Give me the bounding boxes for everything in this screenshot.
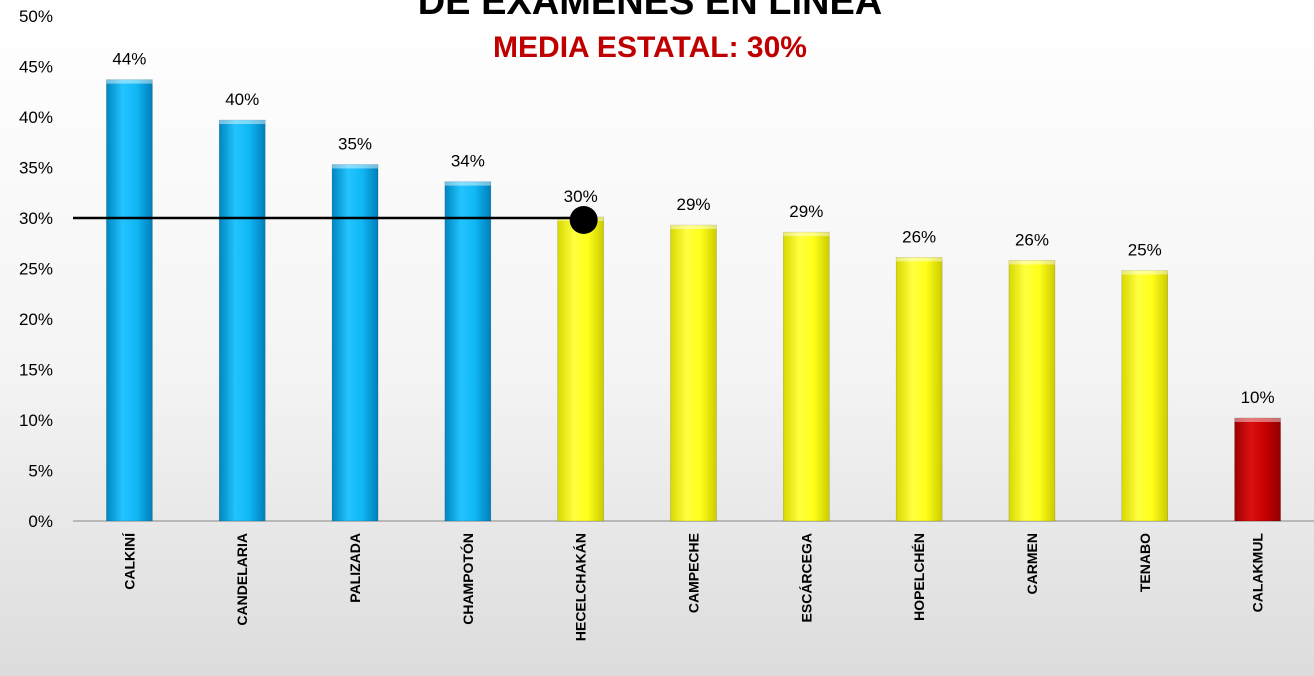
value-label: 44% <box>112 50 146 69</box>
value-label: 30% <box>564 187 598 206</box>
bar <box>670 224 717 522</box>
bar-highlight <box>896 257 943 262</box>
bar <box>1008 260 1056 522</box>
bar <box>557 216 604 522</box>
bar-highlight <box>1121 270 1168 275</box>
y-tick-label: 30% <box>19 209 53 228</box>
x-axis-category-labels: CALKINÍ CANDELARIA PALIZADA CHAMPOTÓN HECELC… <box>121 532 1265 641</box>
bar <box>331 164 379 522</box>
y-tick-label: 10% <box>19 411 53 430</box>
chart-title: DE EXÁMENES EN LÍNEA <box>418 0 883 23</box>
value-label: 29% <box>789 202 823 221</box>
x-tick-label: CANDELARIA <box>234 533 250 626</box>
bar-highlight <box>219 120 266 125</box>
bar <box>1121 270 1169 522</box>
y-tick-label: 15% <box>19 361 53 380</box>
state-average-reference <box>73 206 598 234</box>
value-label: 29% <box>676 195 710 214</box>
y-tick-label: 45% <box>19 58 53 77</box>
bar <box>895 257 943 522</box>
bar-highlight <box>106 79 153 84</box>
y-tick-label: 40% <box>19 108 53 127</box>
bar-series <box>106 79 1281 522</box>
bar-highlight <box>670 225 717 230</box>
value-label: 26% <box>1015 230 1049 249</box>
x-tick-label: HOPELCHÉN <box>911 533 927 621</box>
x-tick-label: CALKINÍ <box>121 532 137 590</box>
x-tick-label: TENABO <box>1137 533 1153 592</box>
value-label: 10% <box>1241 388 1275 407</box>
x-tick-label: ESCÁRCEGA <box>798 533 814 622</box>
bar-highlight <box>444 181 491 186</box>
bar <box>218 119 266 522</box>
bar <box>783 231 830 522</box>
y-axis-tick-labels: 0% 5% 10% 15% 20% 25% 30% 35% 40% 45% 50% <box>19 7 53 531</box>
y-tick-label: 25% <box>19 260 53 279</box>
x-tick-label: CALAKMUL <box>1250 533 1266 613</box>
x-tick-label: CAMPECHE <box>686 533 702 613</box>
average-marker <box>569 206 598 234</box>
y-tick-label: 35% <box>19 159 53 178</box>
value-label: 26% <box>902 227 936 246</box>
x-tick-label: CHAMPOTÓN <box>459 533 476 625</box>
value-labels: 44% 40% 35% 34% 30% 29% 29% 26% 26% 25% 10% <box>112 50 1274 407</box>
x-tick-label: HECELCHAKÁN <box>573 533 589 641</box>
bar <box>1234 417 1281 522</box>
value-label: 35% <box>338 134 372 153</box>
chart-subtitle: MEDIA ESTATAL: 30% <box>493 31 807 64</box>
value-label: 40% <box>225 90 259 109</box>
y-tick-label: 50% <box>19 7 53 26</box>
x-tick-label: CARMEN <box>1024 533 1040 594</box>
y-tick-label: 20% <box>19 310 53 329</box>
y-tick-label: 5% <box>28 462 53 481</box>
bar <box>106 79 153 522</box>
bar-highlight <box>783 232 830 237</box>
bar-highlight <box>332 164 379 169</box>
bar <box>444 181 492 522</box>
bar-highlight <box>1234 417 1281 422</box>
y-tick-label: 0% <box>28 512 53 531</box>
x-tick-label: PALIZADA <box>347 533 363 603</box>
value-label: 25% <box>1128 241 1162 260</box>
bar-highlight <box>1008 260 1055 265</box>
value-label: 34% <box>451 152 485 171</box>
